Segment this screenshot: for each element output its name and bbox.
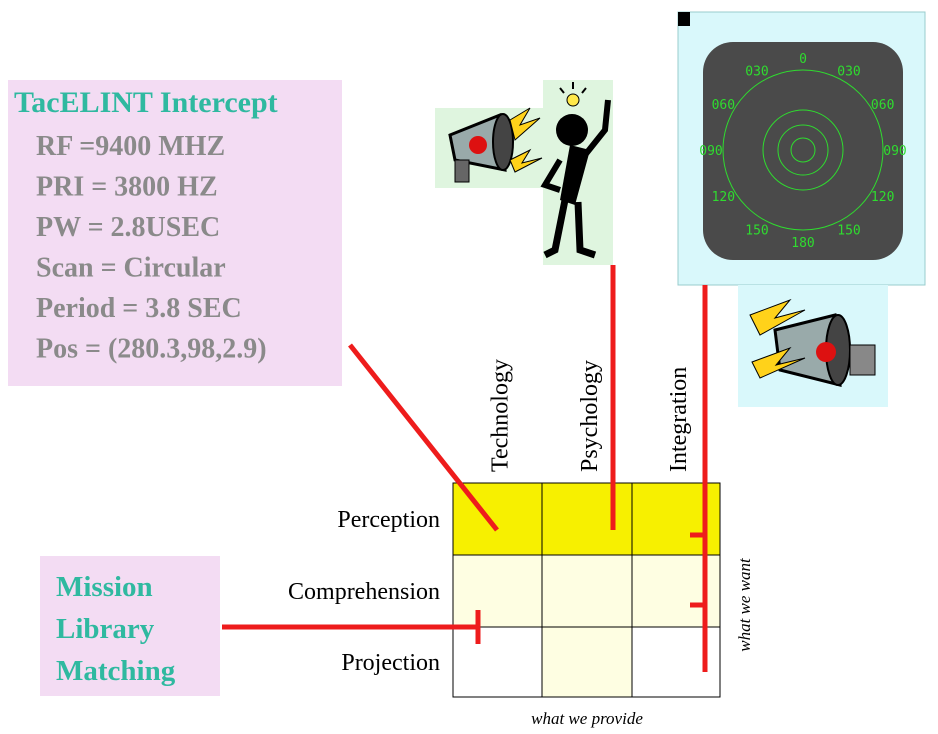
radar-label: 120 — [871, 190, 894, 205]
mission-box — [40, 556, 220, 696]
radar-label: 060 — [871, 98, 894, 113]
radar-label: 0 — [799, 52, 807, 67]
matrix-cell — [541, 482, 633, 556]
intercept-box — [8, 80, 342, 386]
mission-line: Mission — [56, 571, 153, 603]
row-label: Perception — [337, 507, 440, 533]
radar-screen — [703, 42, 903, 260]
x-axis-label: what we provide — [531, 709, 643, 728]
matrix-cell — [541, 554, 633, 628]
connectors — [222, 265, 708, 672]
intercept-line: PW = 2.8USEC — [36, 212, 220, 243]
intercept-line: Scan = Circular — [36, 253, 226, 284]
radar-label: 030 — [837, 64, 860, 79]
radar-ring — [777, 124, 829, 176]
intercept-title: TacELINT Intercept — [14, 86, 278, 119]
radar-label: 030 — [745, 64, 768, 79]
thinker-icon — [540, 80, 613, 265]
y-axis-label: what we want — [735, 557, 754, 652]
intercept-line: Period = 3.8 SEC — [36, 293, 242, 324]
matrix-cell — [452, 554, 543, 628]
mission-line: Library — [56, 613, 155, 645]
intercept-line: PRI = 3800 HZ — [36, 172, 218, 203]
radar-label: 120 — [712, 190, 735, 205]
column-label: Integration — [666, 367, 692, 472]
row-label: Projection — [341, 650, 440, 676]
intercept-line: Pos = (280.3,98,2.9) — [36, 334, 267, 365]
intercept-line: RF =9400 MHZ — [36, 131, 225, 162]
matrix-cell — [452, 626, 543, 698]
radar-label: 060 — [712, 98, 735, 113]
radar-ring — [722, 69, 884, 231]
radar-ring — [790, 137, 816, 163]
mission-line: Matching — [56, 655, 176, 687]
column-label: Technology — [488, 359, 514, 472]
radar-ring — [762, 109, 844, 191]
radar-label: 150 — [745, 224, 768, 239]
megaphone-icon — [435, 107, 545, 188]
megaphone-icon — [738, 285, 888, 407]
radar-label: 180 — [791, 236, 814, 251]
radar-label: 090 — [883, 144, 906, 159]
radar-display: 0 030 060 090 120 150 180 150 120 090 060 030 — [677, 11, 926, 286]
radar-label: 150 — [837, 224, 860, 239]
radar-label: 090 — [699, 144, 722, 159]
row-label: Comprehension — [288, 579, 440, 605]
column-label: Psychology — [577, 360, 603, 472]
matrix-cell — [541, 626, 633, 698]
